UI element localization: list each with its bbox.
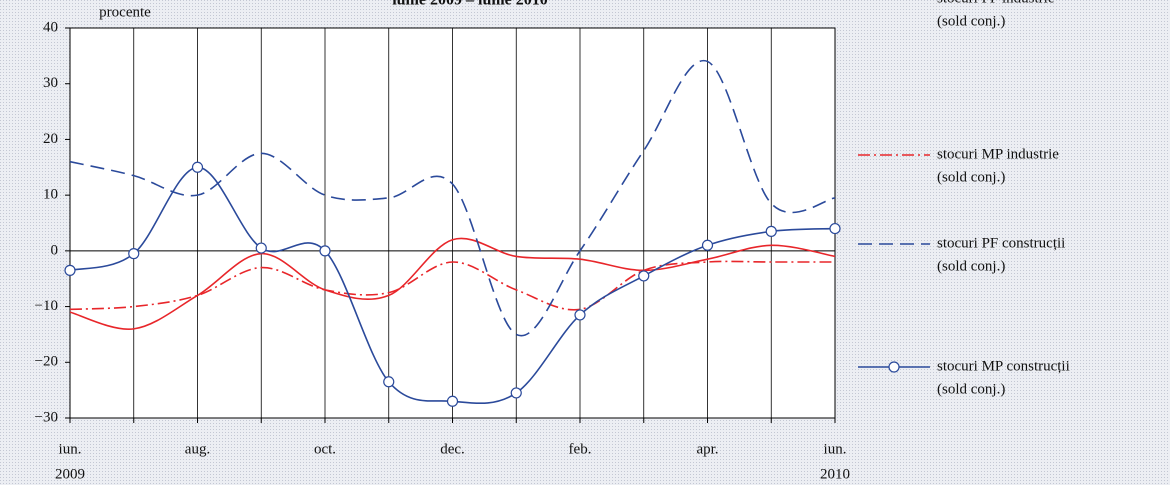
x-tick-label: dec. bbox=[440, 441, 465, 457]
y-tick-label: −30 bbox=[35, 409, 58, 425]
y-tick-label: 40 bbox=[43, 19, 58, 35]
y-tick-label: −10 bbox=[35, 298, 58, 314]
point-marker bbox=[319, 245, 331, 257]
year-label: 2010 bbox=[820, 466, 850, 482]
x-tick-label: oct. bbox=[314, 441, 336, 457]
point-marker bbox=[765, 225, 777, 237]
point-marker bbox=[510, 387, 522, 399]
y-tick-label: 30 bbox=[43, 75, 58, 91]
legend-label: stocuri MP construcții bbox=[937, 358, 1070, 374]
legend-subtext: (sold conj.) bbox=[937, 258, 1005, 274]
point-marker bbox=[701, 239, 714, 251]
series-line bbox=[69, 260, 835, 311]
point-marker bbox=[383, 376, 395, 388]
legend-label: stocuri PF construcții bbox=[937, 235, 1065, 251]
x-tick-label: iun. bbox=[824, 441, 847, 457]
y-tick-label: 20 bbox=[43, 131, 58, 147]
x-tick-label: aug. bbox=[185, 441, 210, 457]
y-tick-label: −20 bbox=[35, 354, 58, 370]
point-marker bbox=[446, 395, 459, 407]
point-marker bbox=[638, 270, 650, 282]
series-line bbox=[69, 237, 836, 330]
legend-subtext: (sold conj.) bbox=[937, 169, 1005, 185]
y-axis-label: procente bbox=[99, 4, 151, 20]
x-tick-label: apr. bbox=[696, 441, 718, 457]
x-tick-label: feb. bbox=[569, 441, 592, 457]
point-marker bbox=[255, 242, 267, 254]
chart-title: iunie 2009 – iunie 2010 bbox=[392, 0, 548, 9]
point-marker bbox=[829, 222, 841, 235]
y-tick-label: 10 bbox=[43, 187, 58, 203]
point-marker bbox=[191, 161, 204, 173]
legend-subtext: (sold conj.) bbox=[937, 13, 1005, 29]
legend-subtext: (sold conj.) bbox=[937, 381, 1005, 397]
year-label: 2009 bbox=[55, 466, 85, 482]
legend-label: stocuri MP industrie bbox=[937, 146, 1059, 162]
legend-marker bbox=[888, 361, 900, 373]
legend-label: stocuri PF industrie bbox=[937, 0, 1055, 6]
point-marker bbox=[64, 264, 76, 276]
y-tick-label: 0 bbox=[51, 242, 59, 258]
point-marker bbox=[128, 248, 140, 260]
point-marker bbox=[574, 309, 586, 321]
x-tick-label: iun. bbox=[59, 441, 82, 457]
series-line bbox=[69, 59, 836, 337]
